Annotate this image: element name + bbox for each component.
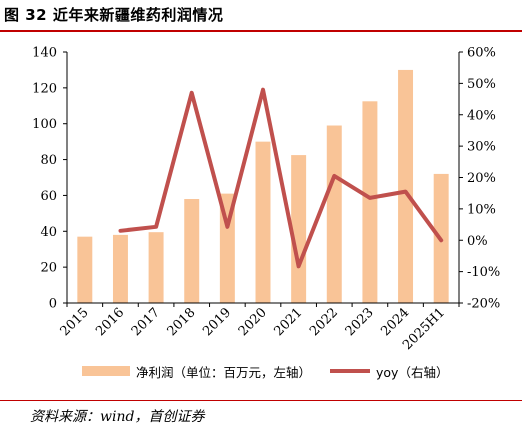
y-right-tick-label: 30% xyxy=(467,140,496,155)
legend: 净利润（单位：百万元，左轴） yoy（右轴） xyxy=(0,362,522,380)
y-left-tick-label: 20 xyxy=(40,261,57,276)
bar-2023 xyxy=(362,101,378,303)
x-tick-label-2022: 2022 xyxy=(307,305,341,339)
legend-bar-label: 净利润（单位：百万元，左轴） xyxy=(136,365,312,380)
x-tick-label-2019: 2019 xyxy=(200,305,234,339)
yoy-line xyxy=(118,87,444,269)
x-tick-label-2021: 2021 xyxy=(271,305,305,339)
x-tick-label-2015: 2015 xyxy=(58,305,92,339)
y-right-tick-label: 40% xyxy=(467,108,496,123)
y-right-tick-label: -20% xyxy=(467,297,500,312)
bar-2015 xyxy=(77,236,93,303)
y-left-tick-label: 40 xyxy=(40,225,57,240)
bar-2021 xyxy=(291,155,307,303)
bar-2016 xyxy=(112,234,128,303)
bar-2019 xyxy=(219,193,235,303)
y-left-tick-label: 140 xyxy=(32,46,57,61)
figure-title: 图 32 近年来新疆维药利润情况 xyxy=(4,6,224,24)
legend-line-swatch xyxy=(330,369,370,373)
legend-line-label: yoy（右轴） xyxy=(376,365,449,380)
x-tick-label-2018: 2018 xyxy=(165,305,199,339)
x-tick-label-2020: 2020 xyxy=(236,305,270,339)
y-left-tick-label: 100 xyxy=(32,117,57,132)
y-left-tick-label: 0 xyxy=(49,297,57,312)
y-right-tick-label: 50% xyxy=(467,77,496,92)
y-right-tick-label: 0% xyxy=(467,234,488,249)
title-rule xyxy=(0,30,522,32)
y-left-tick-label: 120 xyxy=(32,81,57,96)
x-tick-label-2023: 2023 xyxy=(343,305,377,339)
y-right-tick-label: 20% xyxy=(467,171,496,186)
bar-2017 xyxy=(148,232,164,303)
bar-2024 xyxy=(398,69,414,303)
y-left-tick-label: 60 xyxy=(40,189,57,204)
legend-bar-swatch xyxy=(82,366,130,376)
bar-2020 xyxy=(255,141,271,303)
bar-2022 xyxy=(326,125,342,303)
bar-2018 xyxy=(184,199,200,303)
y-right-tick-label: 10% xyxy=(467,202,496,217)
source-rule xyxy=(0,400,522,401)
y-left-tick-label: 80 xyxy=(40,153,57,168)
x-tick-label-2017: 2017 xyxy=(129,305,163,339)
y-right-tick-label: -10% xyxy=(467,265,500,280)
source-note: 资料来源：wind，首创证券 xyxy=(30,409,205,425)
y-right-tick-label: 60% xyxy=(467,46,496,61)
x-tick-label-2016: 2016 xyxy=(93,305,127,339)
chart: 0 20 40 60 80 100 120 140 -20% -10% 0% 10% 20% 30% 40%… xyxy=(32,46,500,354)
